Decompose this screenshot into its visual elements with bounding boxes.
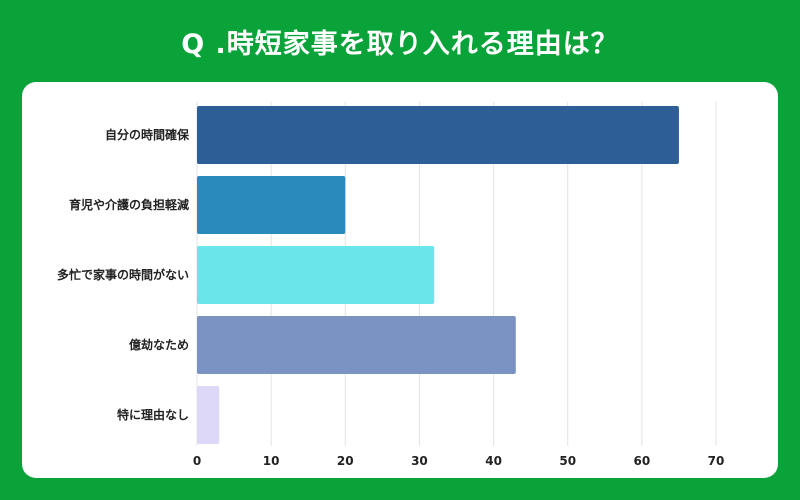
category-label: 多忙で家事の時間がない: [57, 267, 189, 282]
x-tick-label: 70: [708, 454, 725, 468]
chart-card: 自分の時間確保 育児や介護の負担軽減 多忙で家事の時間がない 億劫なため 特に理由なし …: [22, 82, 778, 478]
bar: [197, 246, 435, 304]
bar: [197, 386, 220, 444]
category-label: 億劫なため: [129, 337, 189, 352]
x-tick-label: 20: [337, 454, 354, 468]
bars: [197, 106, 679, 444]
x-tick-label: 30: [411, 454, 428, 468]
category-label: 自分の時間確保: [105, 127, 190, 142]
x-tick-label: 50: [559, 454, 576, 468]
bar-chart: 自分の時間確保育児や介護の負担軽減多忙で家事の時間がない億劫なため特に理由なし …: [57, 102, 725, 468]
chart-title: Q .時短家事を取り入れる理由は？: [181, 29, 619, 60]
bar: [197, 176, 346, 234]
bar: [197, 106, 679, 164]
x-tick-label: 0: [193, 454, 201, 468]
x-tick-label: 40: [485, 454, 502, 468]
category-label: 育児や介護の負担軽減: [69, 197, 189, 212]
bar: [197, 316, 516, 374]
category-label: 特に理由なし: [117, 407, 189, 422]
x-axis-ticks: 0 10 20 30 40 50 60 70: [193, 454, 725, 468]
x-tick-label: 10: [263, 454, 280, 468]
x-tick-label: 60: [634, 454, 651, 468]
